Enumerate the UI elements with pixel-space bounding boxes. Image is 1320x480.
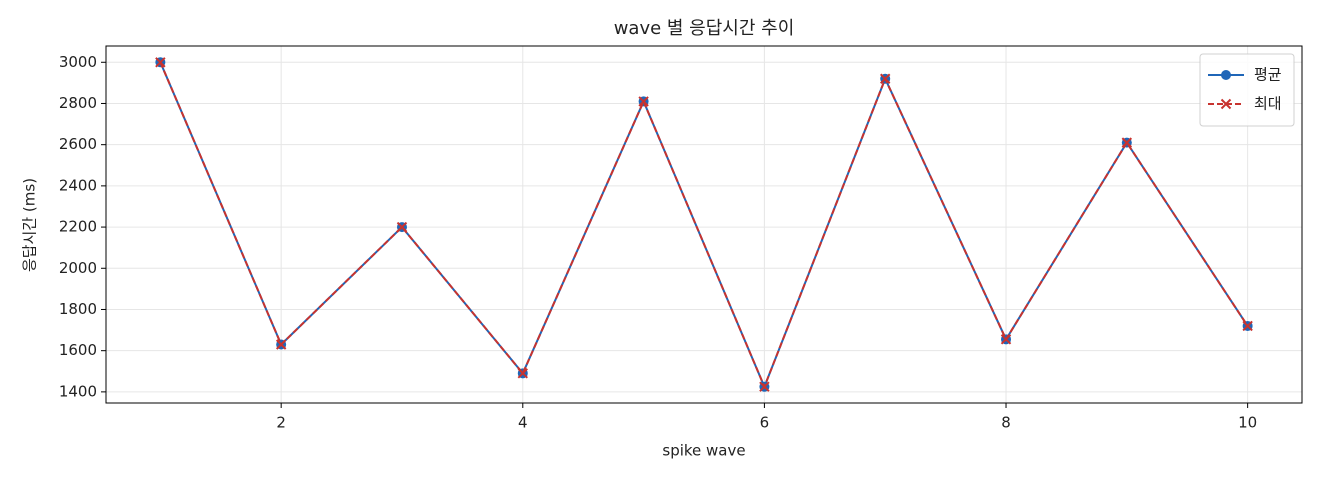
plot-frame <box>105 45 1303 404</box>
marker <box>517 368 528 379</box>
marker <box>396 221 408 233</box>
y-axis-label: 응답시간 (ms) <box>21 178 39 272</box>
y-tick-label: 3000 <box>59 53 97 71</box>
y-tick-label: 2000 <box>59 259 97 277</box>
marker <box>275 339 287 350</box>
marker <box>1000 334 1012 345</box>
legend-marker <box>1221 70 1231 80</box>
chart-title: wave 별 응답시간 추이 <box>614 18 795 39</box>
x-tick-label: 8 <box>1001 414 1011 432</box>
y-tick-label: 1400 <box>59 382 97 400</box>
marker <box>155 57 166 68</box>
y-tick-label: 2200 <box>59 218 97 236</box>
series-line <box>159 61 1249 390</box>
x-tick-label: 6 <box>760 414 770 432</box>
x-tick-label: 10 <box>1238 414 1257 432</box>
marker <box>1242 320 1253 332</box>
y-tick-label: 2400 <box>59 176 97 194</box>
series-line <box>159 61 1249 390</box>
x-tick-label: 2 <box>276 414 286 432</box>
x-axis-label: spike wave <box>662 442 745 460</box>
marker <box>759 381 770 392</box>
legend-marker <box>1220 98 1232 110</box>
marker <box>1121 137 1133 148</box>
y-tick-label: 2800 <box>59 94 97 112</box>
marker <box>638 96 649 107</box>
y-tick-label: 1800 <box>59 300 97 318</box>
legend-label: 최대 <box>1254 95 1282 113</box>
y-tick-label: 2600 <box>59 135 97 153</box>
marker <box>880 73 891 84</box>
x-tick-label: 4 <box>518 414 528 432</box>
y-tick-label: 1600 <box>59 341 97 359</box>
legend-label: 평균 <box>1254 66 1282 84</box>
